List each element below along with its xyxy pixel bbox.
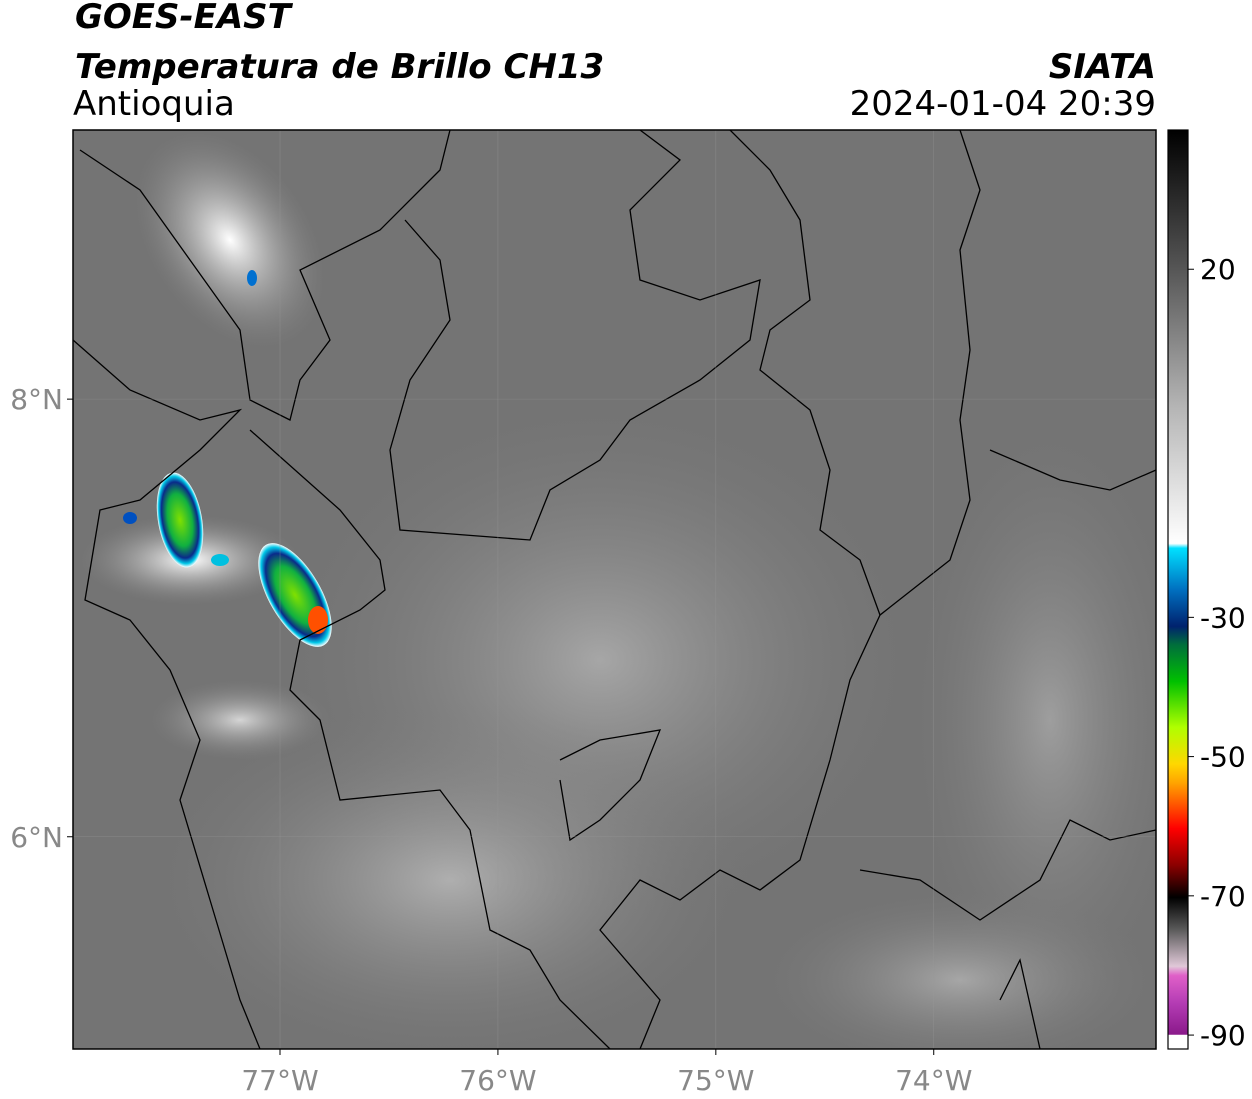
map-image: [73, 130, 1156, 1049]
colorbar-tick-label: -50: [1200, 741, 1246, 774]
colorbar: [1167, 129, 1189, 1050]
y-tick-label: 6°N: [10, 821, 63, 854]
map-frame: [72, 129, 1157, 1050]
colorbar-tick-label: -90: [1200, 1019, 1246, 1052]
x-tick-label: 77°W: [241, 1064, 318, 1097]
colorbar-tick-label: 20: [1200, 253, 1236, 286]
title: GOES-EAST: [75, 0, 294, 37]
subtitle: Temperatura de Brillo CH13: [75, 47, 604, 87]
x-tick-label: 74°W: [895, 1064, 972, 1097]
x-tick-label: 75°W: [677, 1064, 754, 1097]
colorbar-tick-label: -70: [1200, 880, 1246, 913]
colorbar-tick-label: -30: [1200, 601, 1246, 634]
x-tick-label: 76°W: [459, 1064, 536, 1097]
datetime: 2024-01-04 20:39: [850, 84, 1156, 124]
source: SIATA: [1049, 47, 1156, 87]
y-tick-label: 8°N: [10, 383, 63, 416]
region: Antioquia: [73, 84, 235, 124]
graticule: [73, 130, 1156, 1049]
